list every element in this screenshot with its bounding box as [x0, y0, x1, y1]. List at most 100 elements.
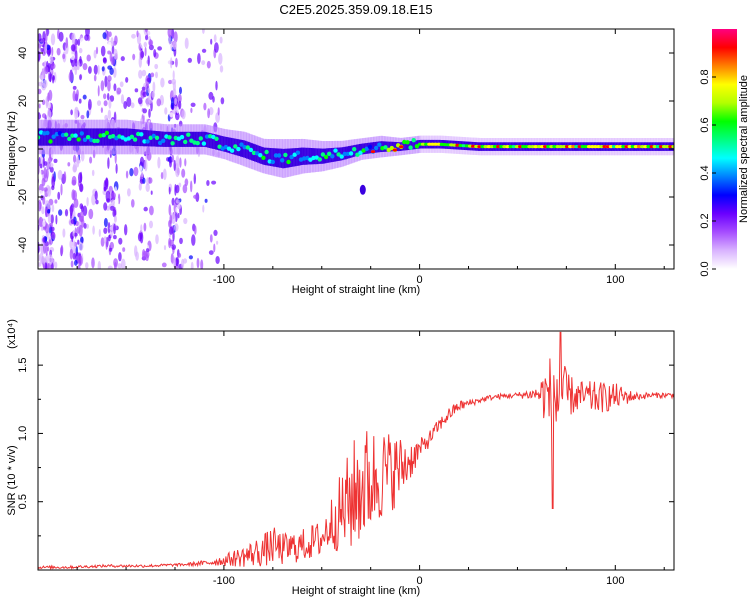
spectrogram-noise-blob [47, 213, 52, 224]
colorbar-tick-label: 0.2 [699, 213, 711, 228]
spectrogram-noise-blob [163, 245, 167, 251]
spectrogram-ridge-band [142, 129, 146, 147]
spectrogram-ridge-core [70, 133, 75, 138]
spectrogram-ridge-core [508, 145, 513, 149]
spectrogram-ridge-core [289, 154, 294, 160]
spectrogram-ridge-band [296, 148, 299, 166]
spectrogram-ridge-core [514, 145, 520, 149]
spectrogram-noise-blob [47, 203, 51, 210]
spectrogram-ridge-core [142, 139, 147, 144]
spectrogram-ridge-core [73, 133, 78, 138]
spectrogram-ridge-band [158, 131, 161, 147]
spectrogram-ridge-band [358, 144, 362, 155]
spectrogram-noise-blob [48, 254, 53, 265]
spectrogram-ridge-core [286, 159, 291, 165]
spectrogram-ridge-band [41, 128, 44, 146]
spectrogram-noise-blob [173, 159, 176, 172]
spectrogram-noise-blob [73, 232, 78, 237]
spectrogram-noise-blob [184, 178, 189, 187]
spectrogram-noise-blob [113, 67, 117, 78]
spectrogram-y-axis-label: Frequency (Hz) [6, 111, 18, 187]
spectrogram-noise-blob [157, 156, 161, 169]
spectrogram-noise-blob [89, 156, 93, 164]
spectrogram-noise-blob [179, 29, 184, 35]
spectrogram-noise-blob [218, 52, 223, 65]
spectrogram-ridge-core [292, 152, 297, 157]
spectrogram-noise-blob [171, 78, 177, 85]
spectrogram-noise-blob [174, 183, 177, 196]
spectrogram-noise-blob [81, 90, 86, 96]
spectrogram-noise-blob [168, 237, 172, 249]
spectrogram-noise-blob [68, 71, 74, 83]
spectrogram-ridge-core [408, 145, 413, 150]
spectrogram-noise-blob [140, 224, 143, 233]
spectrogram-noise-blob [177, 93, 182, 103]
spectrogram-noise-blob [118, 237, 123, 245]
spectrogram-ridge-core [258, 153, 263, 158]
spectrogram-noise-blob [209, 234, 213, 243]
spectrogram-noise-blob [177, 213, 180, 219]
spectrogram-ridge-core [552, 145, 557, 149]
spectrogram-ridge-core [132, 137, 138, 142]
spectrogram-noise-blob [160, 172, 164, 180]
spectrogram-noise-blob [74, 259, 78, 266]
spectrogram-ridge-band [138, 129, 141, 146]
spectrogram-noise-blob [161, 262, 167, 268]
spectrogram-ridge-band [125, 128, 128, 146]
spectrogram-peak [543, 145, 548, 149]
spectrogram-noise-blob [103, 217, 108, 228]
spectrogram-noise-blob [181, 168, 186, 178]
spectrogram-ridge-core [151, 133, 156, 139]
spectrogram-noise-blob [74, 106, 79, 115]
spectrogram-noise-blob [152, 81, 156, 93]
spectrogram-ridge-core [505, 145, 510, 149]
spectrogram-noise-blob [105, 190, 111, 203]
spectrogram-noise-blob [110, 199, 116, 206]
spectrogram-noise-blob [45, 253, 49, 264]
spectrogram-ridge-band [244, 140, 247, 159]
spectrogram-noise-blob [62, 260, 68, 269]
spectrogram-noise-blob [155, 234, 159, 245]
spectrogram-peak [658, 145, 664, 149]
spectrogram-noise-blob [196, 257, 200, 269]
spectrogram-noise-blob [175, 155, 180, 167]
spectrogram-noise-blob [171, 154, 175, 163]
spectrogram-noise-blob [117, 263, 123, 269]
spectrogram-noise-blob [88, 99, 92, 111]
spectrogram-noise-blob [91, 257, 95, 269]
spectrogram-ridge-band [405, 141, 409, 151]
spectrogram-ridge-core [342, 151, 347, 157]
spectrogram-noise-blob [86, 197, 89, 207]
spectrogram-noise-blob [62, 228, 66, 238]
spectrogram-ridge-core [245, 145, 250, 150]
snr-y-tick-label: 1.5 [17, 357, 29, 372]
spectrogram-noise-blob [113, 48, 118, 60]
spectrogram-marks [38, 29, 674, 269]
spectrogram-noise-blob [91, 169, 95, 177]
spectrogram-ridge-band [413, 140, 416, 150]
spectrogram-ridge-core [630, 145, 636, 149]
spectrogram-ridge-band [285, 148, 288, 168]
spectrogram-ridge-band [276, 148, 279, 168]
spectrogram-noise-blob [77, 60, 80, 71]
spectrogram-ridge-core [414, 144, 420, 149]
spectrogram-peak [605, 145, 611, 149]
spectrogram-noise-blob [184, 37, 189, 49]
spectrogram-noise-blob [134, 88, 139, 93]
spectrogram-ridge-band [308, 147, 311, 165]
spectrogram-ridge-band [387, 141, 390, 152]
spectrogram-noise-blob [145, 29, 148, 33]
spectrogram-ridge-core [92, 138, 97, 144]
spectrogram-noise-blob [207, 44, 213, 50]
spectrogram-ridge-band [95, 128, 99, 146]
spectrogram-ridge-band [216, 134, 219, 150]
spectrogram-ticks: -100 0 100 -40 -20 0 20 40 [17, 29, 674, 286]
spectrogram-ridge-band [268, 147, 271, 166]
spectrogram-ridge-band [410, 141, 413, 150]
spectrogram-noise-blob [122, 247, 126, 252]
spectrogram-noise-blob [109, 67, 114, 76]
spectrogram-noise-blob [213, 34, 217, 43]
spectrogram-ridge-band [80, 128, 83, 146]
spectrogram-ridge-band [360, 143, 363, 155]
spectrogram-peak [624, 145, 629, 149]
